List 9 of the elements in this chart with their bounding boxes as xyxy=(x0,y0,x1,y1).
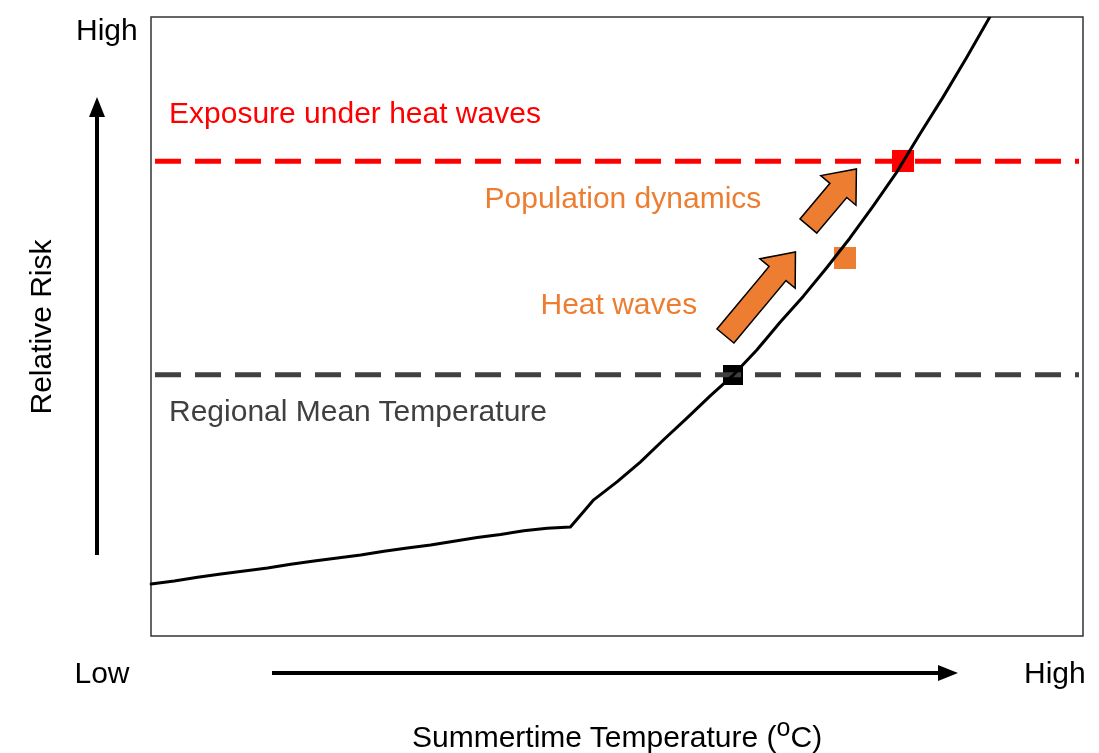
annotation: Heat waves xyxy=(540,287,698,320)
ref-line-label: Exposure under heat waves xyxy=(169,96,541,130)
y-axis-title: Relative Risk xyxy=(23,238,57,415)
ref-line-label: Regional Mean Temperature xyxy=(169,393,548,427)
text: High xyxy=(76,13,138,46)
text: High xyxy=(1024,656,1086,689)
x-axis-title: Summertime Temperature ($^{o}$C) xyxy=(412,712,823,753)
text: Low xyxy=(74,656,130,689)
annotation: Population dynamics xyxy=(484,181,762,214)
